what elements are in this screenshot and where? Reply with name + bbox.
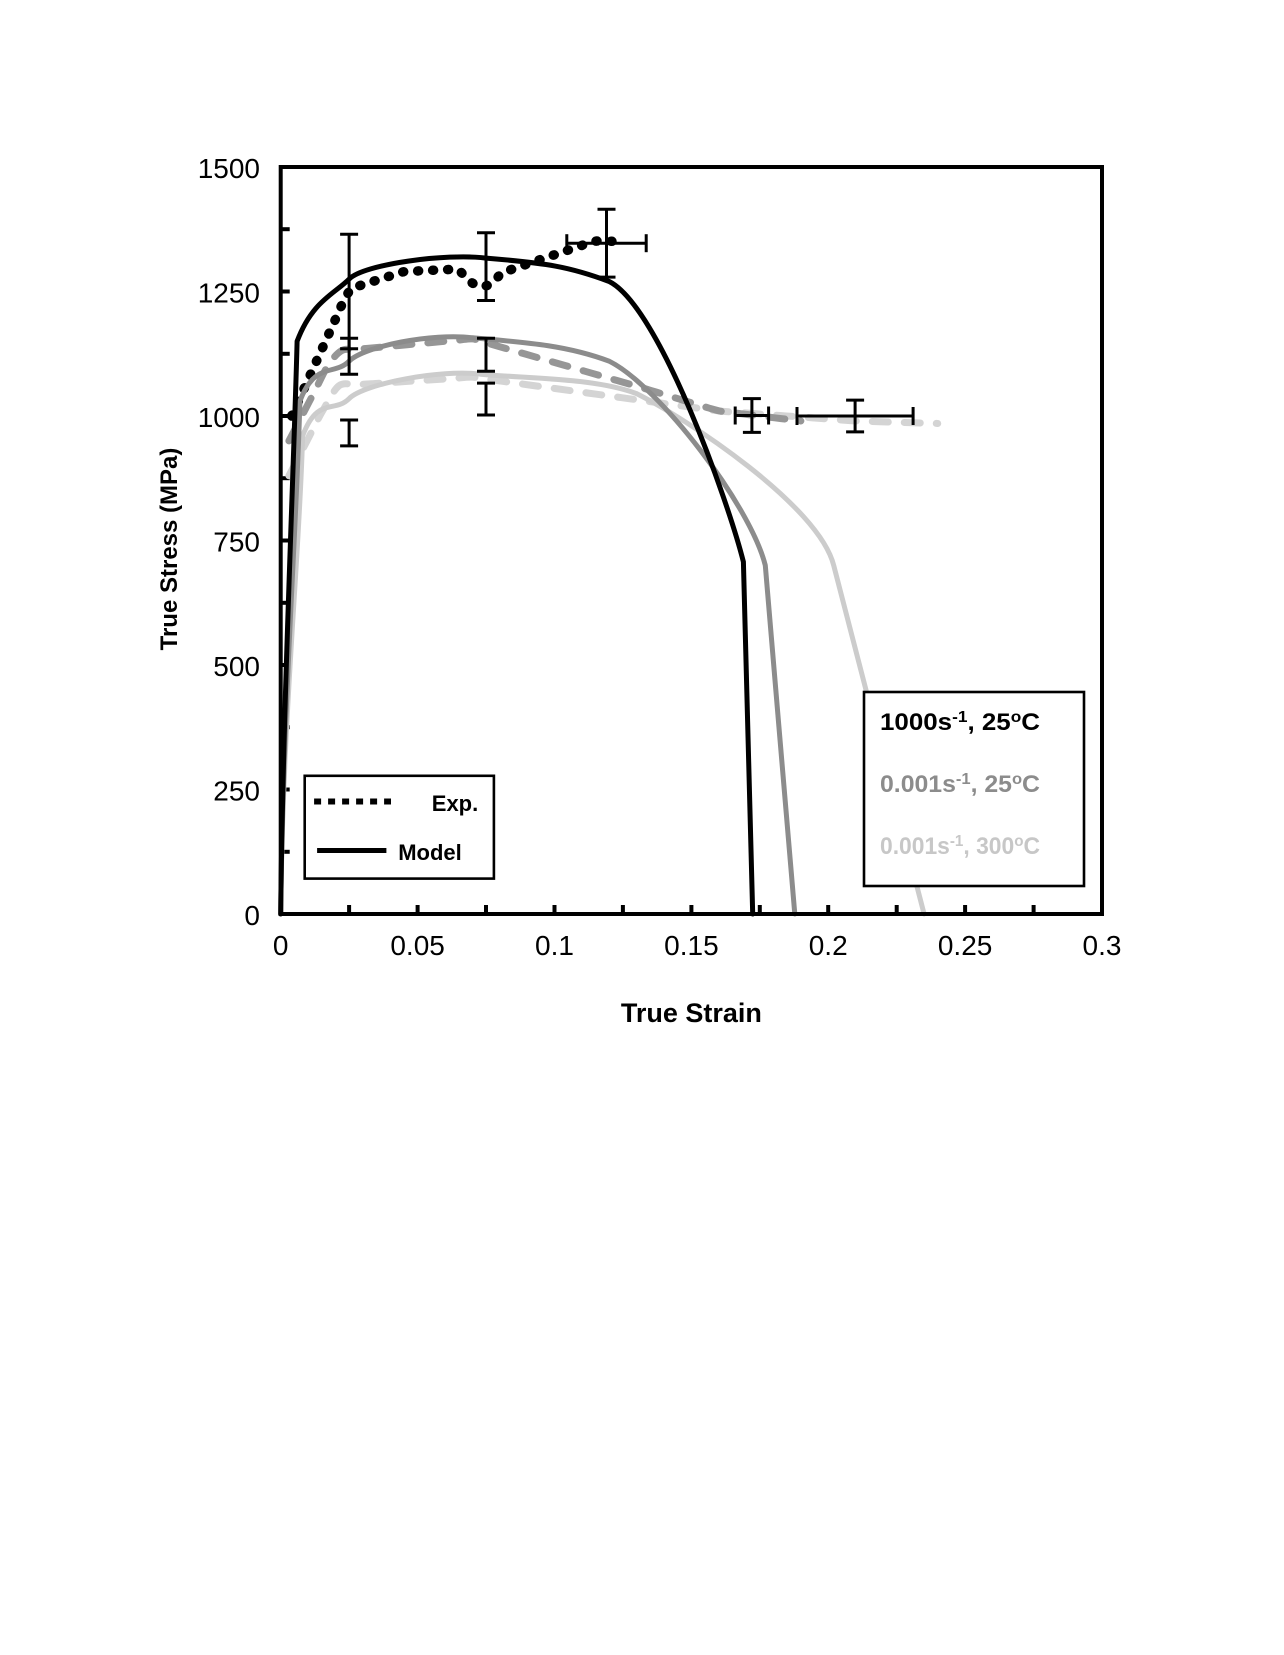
svg-text:True Stress (MPa): True Stress (MPa) [156, 448, 183, 651]
svg-text:250: 250 [213, 776, 260, 807]
svg-text:Model: Model [398, 840, 462, 865]
svg-text:0.1: 0.1 [535, 930, 574, 961]
svg-text:0: 0 [244, 900, 260, 931]
svg-text:500: 500 [213, 651, 260, 682]
svg-text:0.15: 0.15 [664, 930, 719, 961]
svg-text:Exp.: Exp. [432, 791, 478, 816]
svg-text:0.2: 0.2 [809, 930, 848, 961]
svg-text:0.25: 0.25 [938, 930, 993, 961]
svg-text:750: 750 [213, 527, 260, 558]
svg-text:1250: 1250 [198, 278, 260, 309]
svg-text:0: 0 [273, 930, 289, 961]
svg-text:0.05: 0.05 [390, 930, 445, 961]
svg-text:1000: 1000 [198, 402, 260, 433]
svg-text:True Strain: True Strain [621, 998, 762, 1028]
svg-text:1500: 1500 [198, 153, 260, 184]
svg-text:0.3: 0.3 [1083, 930, 1122, 961]
